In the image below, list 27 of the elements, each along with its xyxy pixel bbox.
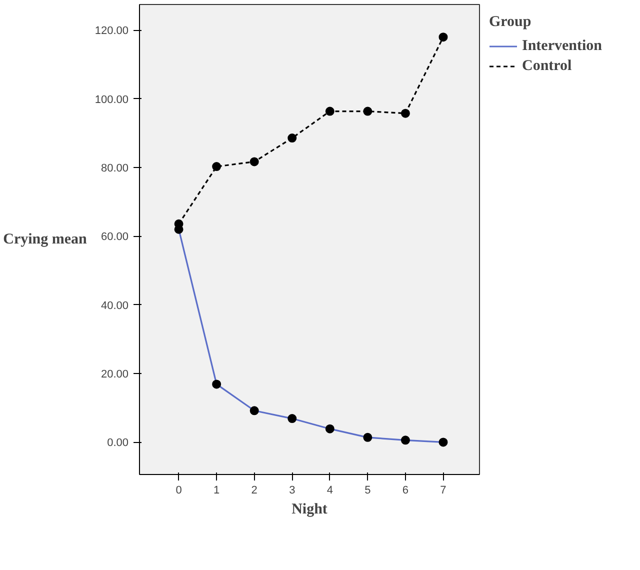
y-tick-label: 80.00 [100, 162, 129, 175]
point [212, 162, 222, 172]
x-tick-label: 5 [364, 484, 371, 496]
y-tick-label: 40.00 [100, 300, 129, 312]
x-tick-label: 7 [440, 484, 446, 496]
y-tick-label: 100.00 [94, 94, 129, 106]
x-tick-label: 1 [214, 484, 220, 496]
point [363, 106, 372, 116]
x-tick-label: 6 [402, 484, 409, 496]
legend-label: Control [522, 58, 572, 74]
x-tick-label: 4 [326, 484, 333, 496]
point [325, 106, 334, 116]
point [288, 134, 297, 143]
point [438, 32, 448, 42]
y-tick-label: 60.00 [100, 231, 129, 244]
y-tick-label: 0.00 [107, 437, 129, 450]
point [400, 108, 410, 118]
x-tick-label: 3 [289, 484, 296, 496]
x-axis-title: Night [292, 502, 328, 518]
y-tick-label: 120.00 [94, 25, 129, 38]
point [250, 157, 259, 166]
y-axis-title: Crying mean [3, 232, 88, 248]
y-tick-label: 20.00 [100, 368, 129, 381]
x-tick-label: 0 [176, 484, 182, 496]
legend-title: Group [489, 14, 532, 31]
legend-label: Intervention [522, 38, 602, 54]
x-tick-label: 2 [251, 484, 258, 496]
